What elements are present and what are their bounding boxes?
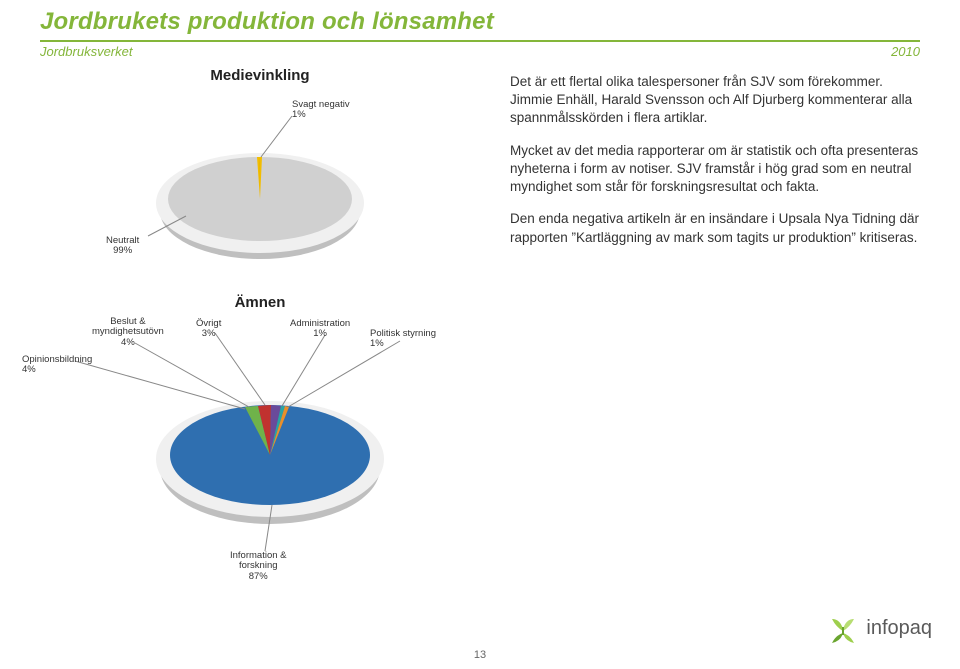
chart2-label-opinion: Opinionsbildning 4% bbox=[22, 355, 92, 376]
logo-icon bbox=[826, 613, 860, 643]
chart2-label-admin: Administration 1% bbox=[290, 319, 350, 340]
chart-medievinkling: Medievinkling Sv bbox=[40, 67, 480, 296]
chart1-label-neg: Svagt negativ 1% bbox=[292, 100, 350, 121]
chart1-title: Medievinkling bbox=[40, 67, 480, 84]
pie-medievinkling bbox=[40, 86, 480, 296]
subheader: Jordbruksverket 2010 bbox=[40, 44, 920, 59]
chart1-label-neutral: Neutralt 99% bbox=[106, 236, 139, 257]
body-text: Det är ett flertal olika talespersoner f… bbox=[510, 63, 920, 593]
chart2-label-info: Information & forskning 87% bbox=[230, 551, 287, 582]
org-name: Jordbruksverket bbox=[40, 44, 132, 59]
logo: infopaq bbox=[826, 613, 932, 643]
paragraph-1: Det är ett flertal olika talespersoner f… bbox=[510, 73, 920, 128]
rule bbox=[40, 40, 920, 42]
logo-text: infopaq bbox=[866, 617, 932, 640]
year: 2010 bbox=[891, 44, 920, 59]
chart2-title: Ämnen bbox=[40, 294, 480, 311]
paragraph-2: Mycket av det media rapporterar om är st… bbox=[510, 142, 920, 197]
page-number: 13 bbox=[0, 649, 960, 661]
paragraph-3: Den enda negativa artikeln är en insända… bbox=[510, 210, 920, 246]
chart-amnen: Ämnen bbox=[40, 294, 480, 593]
page-title: Jordbrukets produktion och lönsamhet bbox=[40, 8, 920, 36]
chart2-label-ovrigt: Övrigt 3% bbox=[196, 319, 221, 340]
chart2-label-polit: Politisk styrning 1% bbox=[370, 329, 436, 350]
chart2-label-beslut: Beslut & myndighetsutövn 4% bbox=[92, 317, 164, 348]
